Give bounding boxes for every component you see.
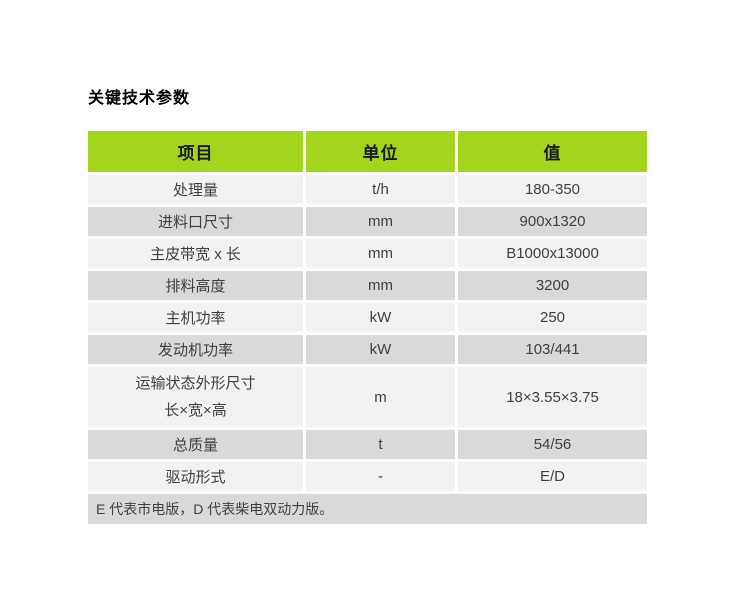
table-cell-value: 180-350 [458,175,647,204]
table-cell-item-line2: 长×宽×高 [164,402,227,419]
table-cell-unit: t [306,430,455,459]
table-cell-item: 主皮带宽 x 长 [88,239,303,268]
table-cell-unit: kW [306,303,455,332]
table-cell-item: 排料高度 [88,271,303,300]
table-cell-unit: m [306,367,455,427]
table-cell-unit: mm [306,271,455,300]
table-cell-item: 进料口尺寸 [88,207,303,236]
header-cell-value: 值 [458,131,647,172]
table-cell-item: 总质量 [88,430,303,459]
table-cell-value: 18×3.55×3.75 [458,367,647,427]
table-cell-item: 发动机功率 [88,335,303,364]
table-cell-unit: mm [306,207,455,236]
table-footnote: E 代表市电版，D 代表柴电双动力版。 [88,494,647,524]
table-cell-value: B1000x13000 [458,239,647,268]
spec-table: 项目 单位 值 处理量 t/h 180-350 进料口尺寸 mm 900x132… [88,131,647,524]
table-cell-value: 250 [458,303,647,332]
table-cell-value: 3200 [458,271,647,300]
table-cell-item: 驱动形式 [88,462,303,491]
table-cell-item: 主机功率 [88,303,303,332]
page-title: 关键技术参数 [88,90,191,107]
table-cell-item: 处理量 [88,175,303,204]
table-cell-unit: t/h [306,175,455,204]
header-cell-item: 项目 [88,131,303,172]
header-cell-unit: 单位 [306,131,455,172]
table-cell-unit: kW [306,335,455,364]
table-cell-value: 103/441 [458,335,647,364]
table-cell-item-line1: 运输状态外形尺寸 [135,375,256,392]
table-cell-value: 900x1320 [458,207,647,236]
table-cell-item: 运输状态外形尺寸 长×宽×高 [88,367,303,427]
table-cell-unit: mm [306,239,455,268]
table-cell-value: 54/56 [458,430,647,459]
table-cell-value: E/D [458,462,647,491]
table-cell-unit: - [306,462,455,491]
